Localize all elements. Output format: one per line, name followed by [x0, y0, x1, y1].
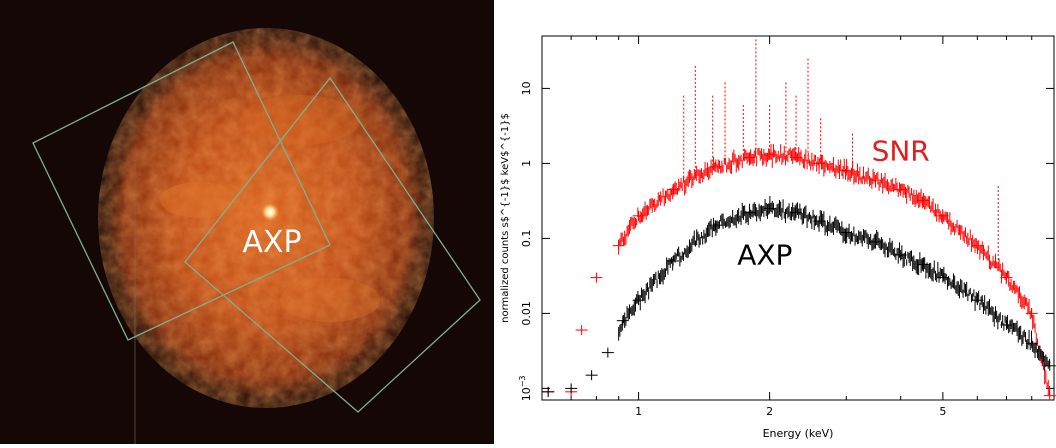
series-1: [542, 195, 1056, 397]
x-tick-label: 1: [635, 405, 642, 418]
x-tick-label: 2: [766, 405, 773, 418]
y-axis-label: normalized counts s$^{-1}$ keV$^{-1}$: [500, 113, 511, 323]
y-tick-label: 0.1: [520, 230, 533, 248]
remnant-filament: [240, 95, 360, 145]
annotation-axp: AXP: [737, 238, 792, 271]
x-axis-label: Energy (keV): [763, 427, 834, 440]
plot-frame: [541, 35, 1055, 401]
y-tick-label: 10−3: [518, 375, 533, 401]
y-tick-label: 0.01: [520, 301, 533, 326]
xray-image-svg: AXP: [0, 0, 494, 444]
axp-point-source: [261, 203, 279, 221]
detector-frame: [32, 41, 331, 341]
y-tick-label: 1: [520, 160, 533, 167]
series-0: [542, 39, 1056, 401]
detector-frame: [184, 76, 481, 413]
remnant-filament: [280, 278, 380, 322]
axp-image-label: AXP: [242, 225, 301, 260]
supernova-remnant-image: AXP: [0, 0, 494, 444]
spectrum-chart: 1 2 5 10−3 0.01 0.1 1 10 SNR AXP Energy (keV) no…: [494, 0, 1056, 444]
annotation-snr: SNR: [872, 134, 930, 167]
x-tick-label: 5: [939, 405, 946, 418]
y-tick-label: 10: [520, 81, 533, 95]
spectrum-chart-svg: 1 2 5 10−3 0.01 0.1 1 10 SNR AXP Energy (keV) no…: [500, 35, 1056, 440]
remnant-filament: [160, 182, 240, 218]
